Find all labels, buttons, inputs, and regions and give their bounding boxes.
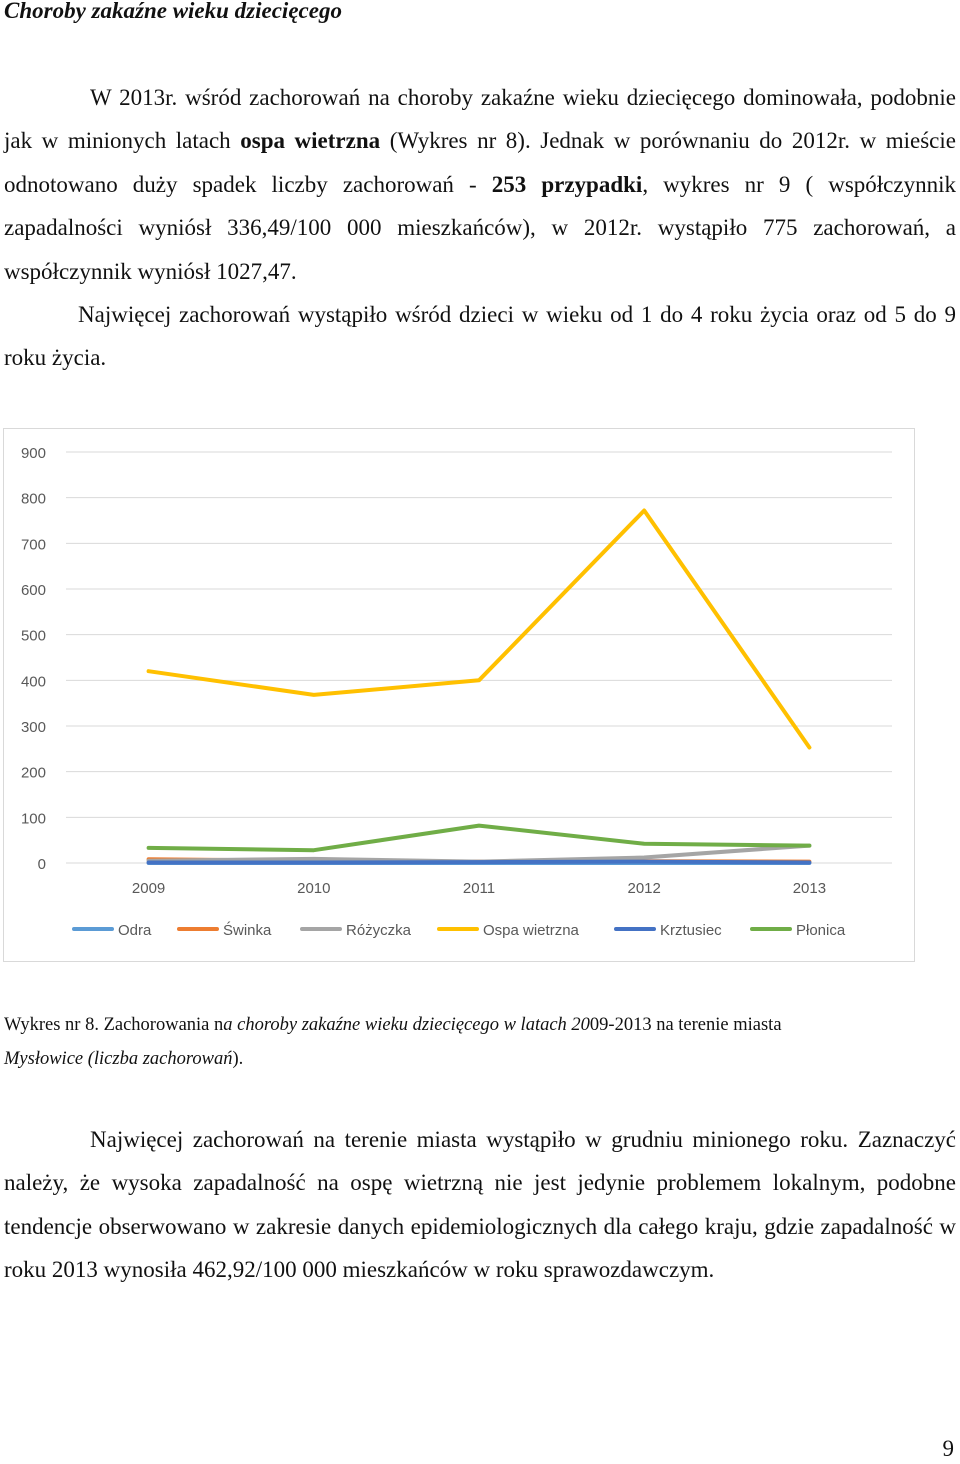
legend-label: Ospa wietrzna	[483, 922, 580, 939]
section-heading: Choroby zakaźne wieku dziecięcego	[4, 0, 342, 23]
paragraph-summary-text: Najwięcej zachorowań na terenie miasta w…	[4, 1127, 956, 1283]
y-tick-label: 0	[38, 856, 46, 873]
x-tick-label: 2012	[628, 880, 661, 897]
y-tick-label: 400	[21, 673, 46, 690]
series-line-5	[146, 823, 812, 853]
caption-text-2: 09-2013 na terenie miasta	[589, 1015, 782, 1035]
paragraph-intro-bold-1: ospa wietrzna	[240, 128, 381, 154]
y-tick-label: 700	[21, 536, 46, 553]
legend-label: Świnka	[223, 921, 272, 939]
line-chart: 0 100 200 300 400 500 600 700 800 900 2009 2010 2011…	[3, 428, 915, 962]
paragraph-summary: Najwięcej zachorowań na terenie miasta w…	[4, 1118, 956, 1292]
caption-text-1: Wykres nr 8. Zachorowania n	[4, 1015, 224, 1035]
paragraph-intro: W 2013r. wśród zachorowań na choroby zak…	[4, 76, 956, 380]
x-tick-label: 2013	[793, 880, 826, 897]
legend-label: Odra	[118, 922, 152, 939]
paragraph-intro-text-3: , wykres nr 9 ( współczynnik zapadalnośc…	[4, 171, 956, 284]
caption-italic-2: Mysłowice (liczba zachorowań	[4, 1049, 233, 1069]
x-tick-label: 2011	[463, 880, 495, 897]
chart-caption: Wykres nr 8. Zachorowania na choroby zak…	[4, 1008, 956, 1076]
legend-label: Krztusiec	[660, 922, 722, 939]
paragraph-intro-bold-2: 253 przypadki	[491, 171, 643, 197]
x-tick-label: 2009	[132, 880, 165, 897]
legend-label: Różyczka	[346, 922, 412, 939]
series-line-3	[146, 508, 812, 750]
chart-svg: 0 100 200 300 400 500 600 700 800 900 2009 2010 2011…	[21, 445, 892, 939]
caption-italic-1: a choroby zakaźne wieku dziecięcego w la…	[223, 1015, 590, 1035]
page-number: 9	[942, 1436, 955, 1461]
y-tick-label: 100	[21, 810, 46, 827]
y-tick-label: 200	[21, 765, 46, 782]
x-tick-label: 2010	[297, 880, 330, 897]
paragraph-age-groups: Najwięcej zachorowań wystąpiło wśród dzi…	[4, 302, 956, 371]
paragraph-intro-text-1: W 2013r. wśród zachorowań na choroby zak…	[4, 85, 956, 154]
caption-text-3: ).	[232, 1049, 244, 1069]
paragraph-intro-text-2: (Wykres nr 8). Jednak w porównaniu do 20…	[4, 128, 956, 197]
y-tick-label: 500	[21, 628, 46, 645]
y-tick-label: 300	[21, 719, 46, 736]
y-tick-label: 600	[21, 582, 46, 599]
legend-label: Płonica	[796, 922, 846, 939]
y-tick-label: 800	[21, 491, 46, 508]
series-line-4	[146, 859, 812, 865]
y-tick-label: 900	[21, 445, 46, 462]
